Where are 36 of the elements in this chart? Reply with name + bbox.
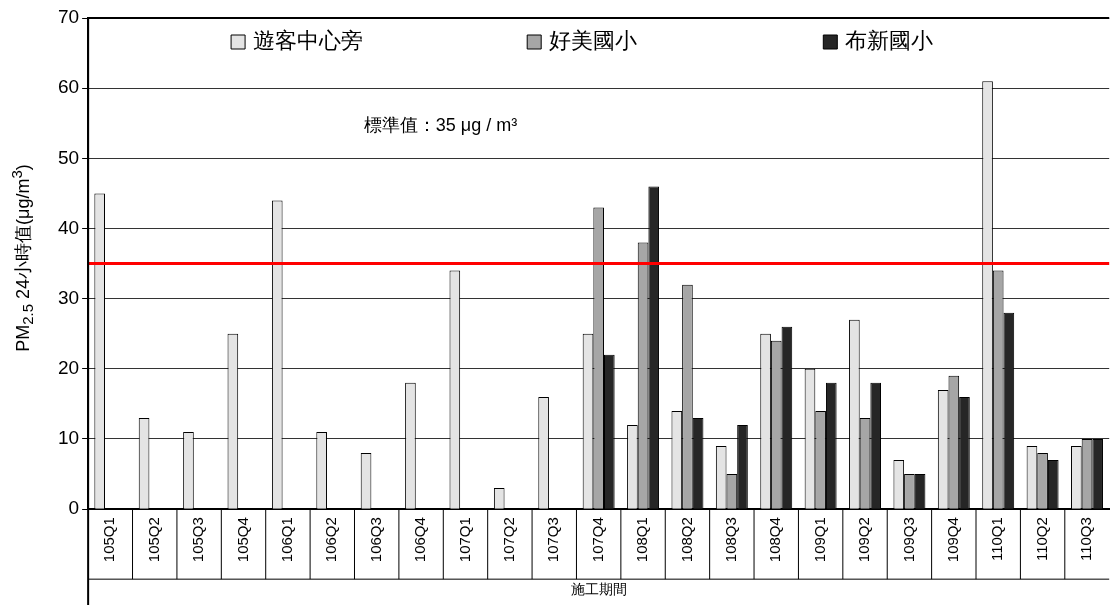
y-tick-label: 50 <box>57 146 80 168</box>
x-tick-label: 106Q4 <box>411 517 429 563</box>
y-tick-label: 30 <box>57 286 80 308</box>
x-tick-label: 110Q2 <box>1032 517 1050 562</box>
x-tick-label: 105Q1 <box>100 517 118 563</box>
y-tick-label: 70 <box>57 6 80 28</box>
legend-label: 布新國小 <box>845 27 934 53</box>
x-tick-label: 109Q2 <box>855 517 873 563</box>
x-tick-label: 109Q4 <box>943 517 961 563</box>
x-tick-label: 107Q3 <box>544 517 562 563</box>
x-tick-label: 107Q2 <box>500 517 518 563</box>
x-tick-label: 108Q1 <box>633 517 651 563</box>
x-axis-title: 施工期間 <box>570 582 627 598</box>
legend-label: 遊客中心旁 <box>253 27 364 53</box>
x-tick-label: 106Q2 <box>322 517 340 563</box>
y-tick-label: 60 <box>57 76 80 98</box>
y-tick-label: 40 <box>57 216 80 238</box>
x-tick-label: 108Q4 <box>766 517 784 563</box>
x-tick-label: 108Q3 <box>721 517 739 563</box>
legend-label: 好美國小 <box>549 27 638 53</box>
x-tick-label: 108Q2 <box>677 517 695 563</box>
y-tick-label: 20 <box>57 357 80 379</box>
x-tick-label: 107Q1 <box>455 517 473 563</box>
annotation: 標準值：35 μg / m³ <box>363 115 518 136</box>
x-tick-label: 110Q1 <box>988 517 1006 562</box>
x-tick-label: 106Q1 <box>278 517 296 563</box>
x-tick-label: 109Q3 <box>899 517 917 563</box>
x-tick-label: 105Q3 <box>189 517 207 563</box>
x-tick-label: 107Q4 <box>588 517 606 563</box>
x-tick-label: 105Q4 <box>233 517 251 563</box>
x-tick-label: 106Q3 <box>366 517 384 563</box>
x-tick-label: 105Q2 <box>144 517 162 563</box>
x-tick-label: 110Q3 <box>1077 517 1095 562</box>
y-tick-label: 10 <box>57 427 80 449</box>
y-tick-label: 0 <box>68 497 80 519</box>
x-tick-label: 109Q1 <box>810 517 828 563</box>
